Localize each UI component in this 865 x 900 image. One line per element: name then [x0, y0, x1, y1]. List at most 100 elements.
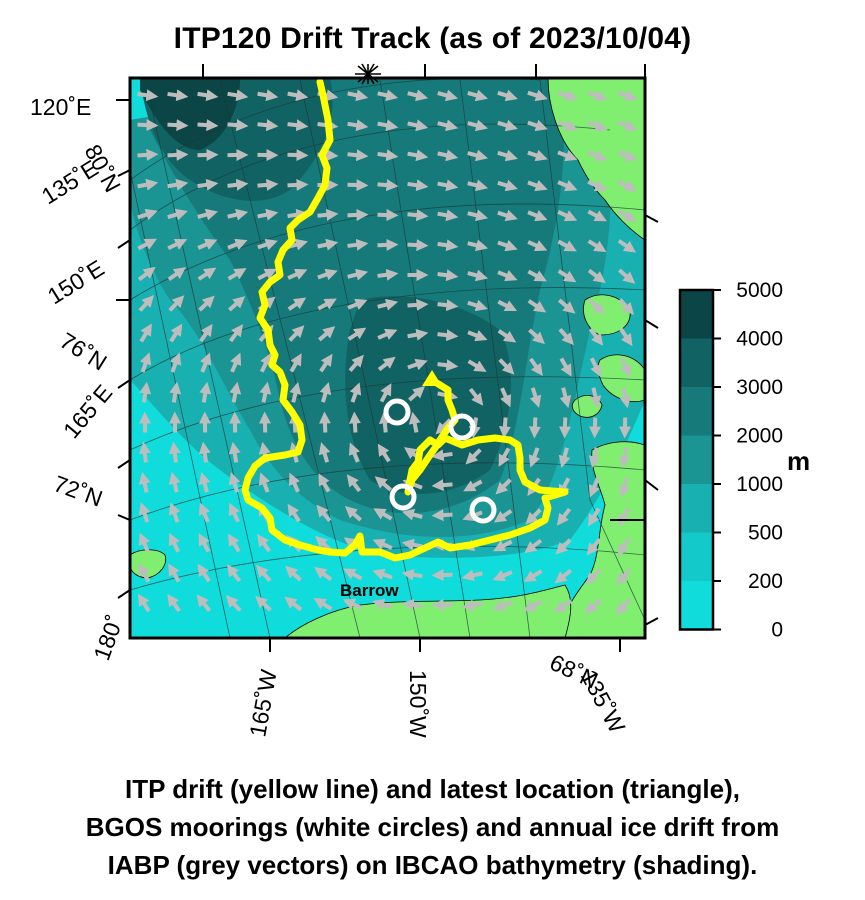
drift-vector [497, 209, 518, 222]
drift-vector [500, 387, 512, 408]
drift-vector [557, 298, 576, 314]
drift-vector [348, 442, 360, 463]
drift-vector [587, 209, 607, 222]
drift-vector [407, 209, 429, 222]
drift-vector [588, 327, 604, 346]
drift-vector [317, 268, 338, 281]
drift-vector [138, 294, 155, 312]
drift-vector [408, 411, 421, 433]
map-frame [128, 76, 647, 640]
drift-vector [257, 119, 279, 132]
drift-vector [557, 149, 578, 162]
drift-vector [527, 179, 548, 192]
drift-vector [377, 89, 399, 102]
drift-vector [527, 119, 548, 132]
drift-vector [198, 502, 211, 523]
drift-vector [316, 504, 332, 523]
lat-label-68n: 68˚N [546, 649, 602, 694]
drift-vector [227, 178, 249, 191]
drift-vector [256, 564, 272, 582]
drift-vector [167, 178, 189, 191]
colorbar-tick-label: 0 [771, 619, 783, 642]
drift-vector [318, 326, 336, 342]
drift-vector [407, 179, 429, 192]
drift-vector [288, 325, 305, 342]
drift-vector [586, 537, 602, 556]
drift-vector [257, 89, 279, 102]
colorbar-band [680, 532, 713, 581]
drift-vector [437, 179, 459, 192]
drift-vector [168, 295, 185, 312]
drift-vector [197, 208, 219, 221]
drift-vector [498, 417, 511, 439]
drift-vector [258, 472, 271, 493]
drift-vector [555, 538, 572, 555]
drift-vector [617, 537, 631, 557]
drift-vector [527, 240, 548, 252]
drift-vector [167, 148, 189, 161]
lon-label-120e: 120˚E [30, 94, 91, 120]
caption-line-3: IABP (grey vectors) on IBCAO bathymetry … [107, 850, 758, 880]
drift-vector [197, 178, 219, 191]
latest-location-triangle [422, 370, 442, 386]
drift-vector [168, 563, 181, 583]
drift-vector [407, 298, 429, 311]
drift-vector [617, 239, 637, 253]
drift-vector [589, 357, 602, 378]
drift-vector [431, 449, 453, 462]
mooring-a [383, 398, 411, 426]
drift-vector [556, 507, 572, 526]
drift-vector [558, 447, 571, 469]
drift-vector [437, 269, 459, 282]
drift-vector [347, 298, 368, 310]
drift-vector [377, 149, 399, 162]
drift-vector [528, 328, 545, 345]
drift-vector [377, 298, 399, 311]
drift-vector [167, 267, 186, 281]
drift-vector [289, 381, 302, 403]
drift-vector [497, 179, 518, 192]
drift-vector [287, 149, 309, 162]
drift-vector [167, 89, 189, 102]
drift-vector [167, 593, 181, 613]
drift-vector [255, 595, 272, 612]
drift-vector [619, 327, 633, 347]
drift-vector [228, 502, 240, 523]
drift-vector [467, 149, 489, 162]
drift-vector [228, 472, 241, 493]
drift-vector [559, 357, 572, 377]
drift-vector [557, 180, 578, 192]
drift-vector [558, 417, 571, 439]
drift-vector [228, 296, 246, 312]
map-area: Barrow [130, 78, 645, 638]
map-title: ITP120 Drift Track (as of 2023/10/04) [173, 22, 692, 55]
drift-vector [257, 268, 277, 281]
drift-vector [527, 269, 547, 282]
drift-vector [497, 239, 518, 252]
drift-vector [225, 594, 242, 612]
drift-vector [377, 179, 399, 192]
drift-vector [377, 443, 391, 463]
drift-vector [347, 208, 369, 221]
colorbar-tick-label: 4000 [736, 328, 783, 351]
drift-vector [407, 328, 429, 341]
drift-vector [226, 564, 242, 583]
drift-vector [554, 568, 573, 584]
drift-vector [199, 323, 213, 343]
drift-vector [437, 89, 459, 102]
mooring-d [469, 496, 497, 524]
drift-vector [137, 266, 156, 282]
drift-vector [199, 381, 212, 403]
drift-vector [138, 532, 150, 553]
drift-vector [259, 352, 272, 373]
drift-vector [618, 477, 631, 498]
drift-vector [493, 509, 513, 523]
drift-map: Barrow 120˚E 135˚E 150˚E 165˚ [30, 63, 810, 739]
drift-vector [437, 299, 459, 312]
drift-vector [347, 327, 367, 341]
drift-vector [615, 598, 632, 615]
drift-vector [437, 119, 459, 132]
drift-vector [137, 208, 158, 221]
drift-vector [587, 180, 608, 192]
drift-vector [284, 596, 303, 612]
